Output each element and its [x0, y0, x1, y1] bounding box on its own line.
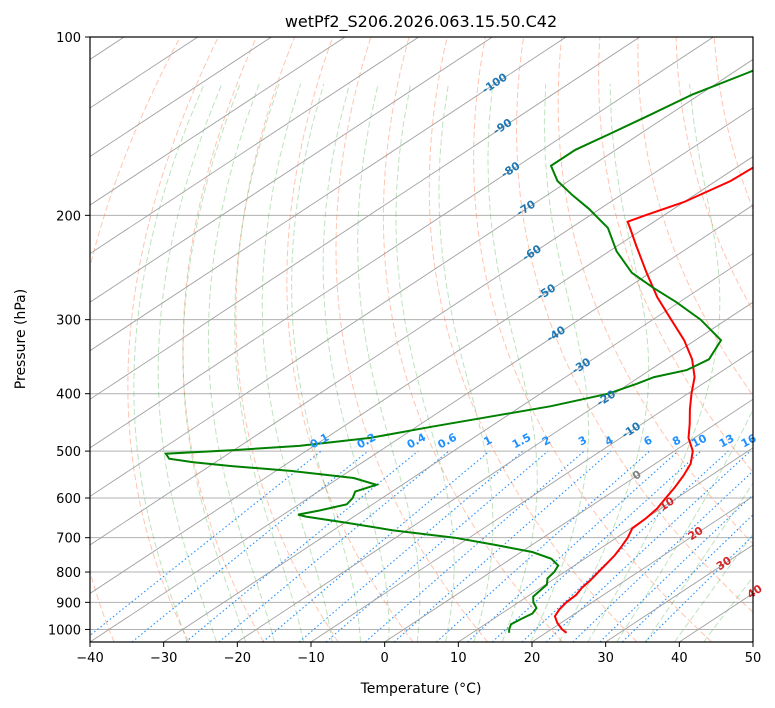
isotherm-line — [90, 107, 753, 546]
y-tick-label: 1000 — [48, 623, 81, 638]
isotherm-line — [458, 447, 753, 642]
isotherm-line — [90, 37, 714, 449]
sounding-series — [163, 69, 753, 634]
isotherm-line — [90, 37, 493, 303]
mixing-ratio-line — [364, 450, 585, 642]
y-tick-label: 800 — [56, 566, 81, 581]
dry-adiabat-line — [182, 37, 264, 642]
plot-area — [90, 37, 753, 642]
mixing-ratio-line — [90, 450, 322, 637]
mixing-ratio-line — [262, 450, 490, 642]
x-tick-label: −40 — [76, 651, 103, 666]
chart-title: wetPf2_S206.2026.063.15.50.C42 — [285, 12, 557, 32]
mixing-ratio-line — [218, 450, 450, 642]
x-axis: −40 −30 −20 −10 0 10 20 30 40 50 — [76, 642, 761, 666]
moist-adiabat-line — [395, 83, 455, 642]
mixing-ratio-line — [185, 450, 419, 642]
mixing-ratio-line — [298, 450, 524, 642]
moist-adiabat-line — [322, 83, 390, 642]
isotherm-line — [90, 204, 753, 642]
isotherm-line — [90, 155, 753, 594]
dry-adiabat-line — [428, 37, 638, 642]
plot-border — [89, 36, 754, 643]
dry-adiabat-line — [127, 37, 219, 642]
mixing-ratio-lines — [90, 450, 753, 642]
x-axis-label: Temperature (°C) — [360, 681, 482, 697]
dewpoint-line — [163, 69, 753, 633]
mixing-ratio-line — [599, 493, 753, 642]
y-tick-label: 200 — [56, 209, 81, 224]
y-tick-label: 600 — [56, 492, 81, 507]
moist-adiabat-line — [157, 83, 223, 642]
x-tick-label: 50 — [745, 651, 762, 666]
moist-adiabat-line — [587, 83, 721, 642]
isotherm-line — [90, 37, 419, 255]
temperature-line — [553, 166, 753, 634]
moist-adiabat-line — [234, 83, 304, 642]
moist-adiabat-line — [558, 83, 650, 642]
mixing-ratio-label: 16 — [739, 432, 759, 451]
x-tick-label: −30 — [150, 651, 177, 666]
plot-frame — [89, 36, 754, 643]
y-tick-label: 400 — [56, 388, 81, 403]
moist-adiabat-line — [133, 83, 205, 642]
dry-adiabat-line — [557, 37, 753, 545]
moist-adiabat-line — [530, 83, 590, 642]
dry-adiabat-line — [713, 37, 753, 211]
isotherm-line — [531, 495, 753, 642]
dry-adiabat-line — [286, 37, 414, 642]
mixing-ratio-line — [572, 470, 753, 642]
x-tick-label: 0 — [381, 651, 389, 666]
isotherm-line — [163, 253, 753, 642]
dry-adiabat-line — [90, 37, 181, 642]
isotherm-lines — [90, 37, 753, 642]
mixing-ratio-line — [521, 450, 729, 642]
isotherm-line — [90, 37, 567, 352]
moist-adiabat-line — [182, 83, 247, 642]
dry-adiabat-line — [637, 37, 753, 397]
x-tick-label: 10 — [450, 651, 467, 666]
moist-adiabats — [133, 83, 753, 642]
x-tick-label: 30 — [597, 651, 614, 666]
isotherm-line — [90, 58, 753, 497]
isotherm-line — [90, 37, 346, 206]
y-tick-label: 300 — [56, 314, 81, 329]
mixing-ratio-line — [436, 450, 651, 642]
y-axis: 100 200 300 400 500 600 700 800 900 1000 — [48, 31, 90, 638]
moist-adiabat-line — [291, 83, 362, 642]
isotherm-line — [90, 37, 640, 400]
y-tick-label: 100 — [56, 31, 81, 46]
dry-adiabat-line — [382, 37, 563, 642]
moist-adiabat-line — [674, 533, 753, 642]
y-tick-label: 500 — [56, 445, 81, 460]
isotherm-line — [90, 37, 272, 158]
moist-adiabat-line — [207, 83, 276, 642]
dry-adiabat-line — [675, 37, 753, 312]
isotherm-line — [752, 641, 753, 642]
dry-adiabat-line — [516, 37, 753, 613]
y-tick-label: 900 — [56, 596, 81, 611]
mixing-ratio-line — [644, 534, 753, 642]
moist-adiabat-line — [438, 83, 494, 642]
mixing-ratio-label: 13 — [717, 432, 737, 451]
mixing-ratio-line — [131, 450, 369, 642]
moist-adiabat-line — [261, 83, 333, 642]
x-tick-label: −20 — [224, 651, 251, 666]
isotherm-line — [237, 301, 753, 642]
dry-adiabat-line — [473, 37, 713, 642]
x-tick-label: −10 — [297, 651, 324, 666]
dry-adiabat-line — [235, 37, 339, 642]
y-axis-label: Pressure (hPa) — [13, 289, 29, 389]
dry-adiabat-line — [752, 37, 753, 46]
isotherm-line — [310, 350, 753, 642]
x-tick-label: 40 — [671, 651, 688, 666]
dry-adiabat-line — [335, 37, 488, 642]
mixing-ratio-label: 10 — [689, 432, 709, 451]
x-tick-label: 20 — [524, 651, 541, 666]
plot-background — [90, 37, 753, 642]
y-tick-label: 700 — [56, 532, 81, 547]
isotherm-line — [384, 398, 753, 642]
mixing-ratio-line — [622, 514, 753, 642]
